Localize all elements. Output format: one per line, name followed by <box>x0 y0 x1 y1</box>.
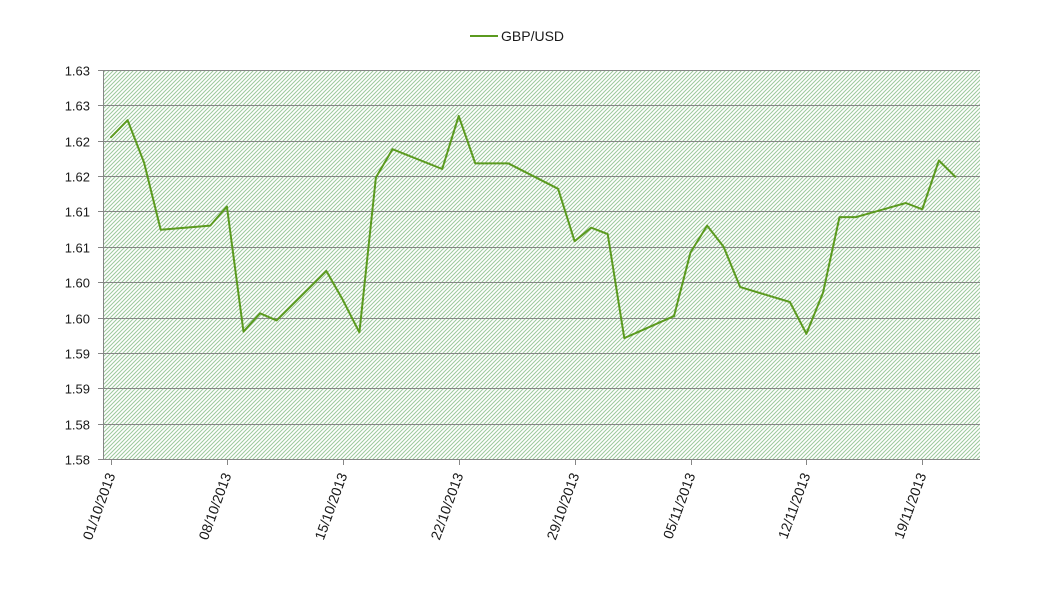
series-gbp-usd <box>110 115 957 340</box>
legend-label-gbp-usd: GBP/USD <box>501 28 564 44</box>
y-tick-label: 1.59 <box>65 347 90 362</box>
x-tick-label: 22/10/2013 <box>427 470 466 542</box>
series-line-gbp-usd <box>110 115 957 340</box>
y-tick-label: 1.58 <box>65 453 90 468</box>
y-tick-label: 1.60 <box>65 276 90 291</box>
y-tick-label: 1.61 <box>65 205 90 220</box>
x-tick-label: 01/10/2013 <box>79 470 118 542</box>
plot-area <box>103 70 980 459</box>
x-axis: 01/10/2013 08/10/2013 15/10/2013 22/10/2013… <box>79 459 980 542</box>
x-tick-label: 29/10/2013 <box>543 470 582 542</box>
x-tick-label: 15/10/2013 <box>311 470 350 542</box>
y-tick-label: 1.62 <box>65 135 90 150</box>
y-tick-label: 1.59 <box>65 382 90 397</box>
x-tick-label: 19/11/2013 <box>891 470 930 541</box>
y-tick-label: 1.63 <box>65 99 90 114</box>
y-tick-label: 1.60 <box>65 312 90 327</box>
y-tick-label: 1.61 <box>65 241 90 256</box>
y-tick-label: 1.63 <box>65 64 90 79</box>
y-axis: 1.58 1.58 1.59 1.59 1.60 1.60 1.61 1.61 1.62 1.62… <box>65 64 104 468</box>
x-tick-label: 05/11/2013 <box>660 470 699 541</box>
legend: GBP/USD <box>470 28 564 44</box>
y-tick-label: 1.62 <box>65 170 90 185</box>
y-tick-label: 1.58 <box>65 418 90 433</box>
x-tick-label: 08/10/2013 <box>195 470 234 542</box>
x-tick-label: 12/11/2013 <box>775 470 814 541</box>
